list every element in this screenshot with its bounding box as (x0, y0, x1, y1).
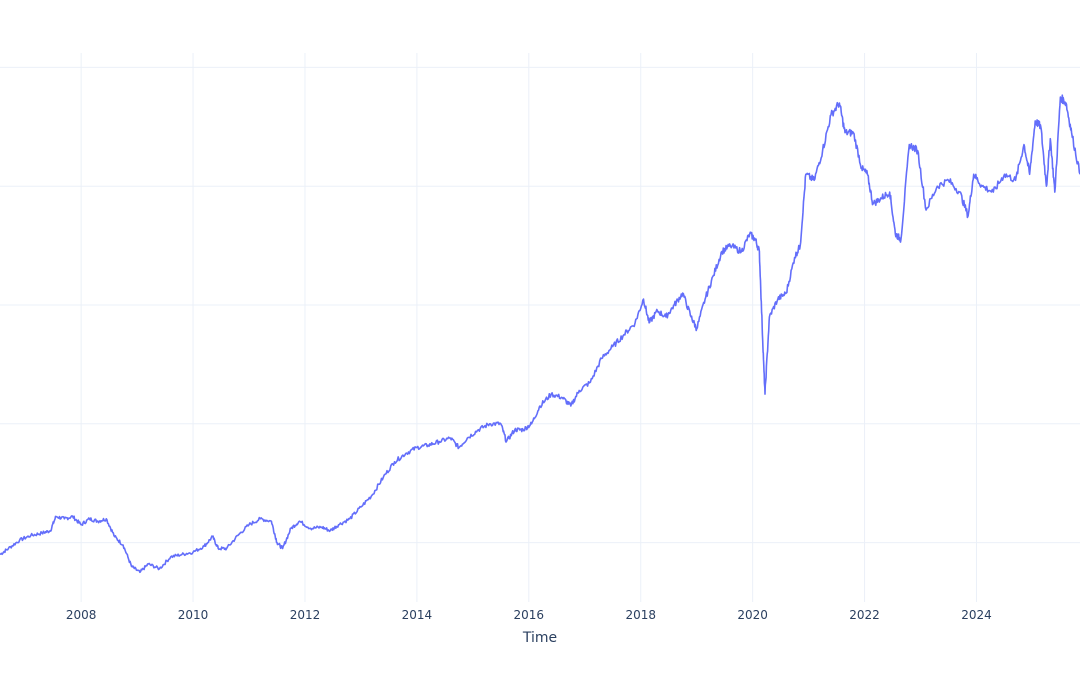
x-tick-label-2020: 2020 (737, 608, 768, 622)
x-tick-label-2024: 2024 (961, 608, 992, 622)
series-line-0 (0, 94, 1080, 574)
x-tick-label-2018: 2018 (625, 608, 656, 622)
y-gridlines (0, 66, 1080, 544)
x-tick-labels: 2008 2010 2012 2014 2016 2018 2020 2022 2024 (66, 608, 992, 622)
x-tick-label-2016: 2016 (514, 608, 545, 622)
x-tick-label-2008: 2008 (66, 608, 97, 622)
x-tick-label-2012: 2012 (290, 608, 321, 622)
x-tick-label-2014: 2014 (402, 608, 433, 622)
x-gridlines (80, 53, 977, 602)
series-layer (0, 94, 1080, 574)
x-tick-label-2022: 2022 (849, 608, 880, 622)
x-tick-label-2010: 2010 (178, 608, 209, 622)
x-axis-title: Time (522, 630, 557, 646)
